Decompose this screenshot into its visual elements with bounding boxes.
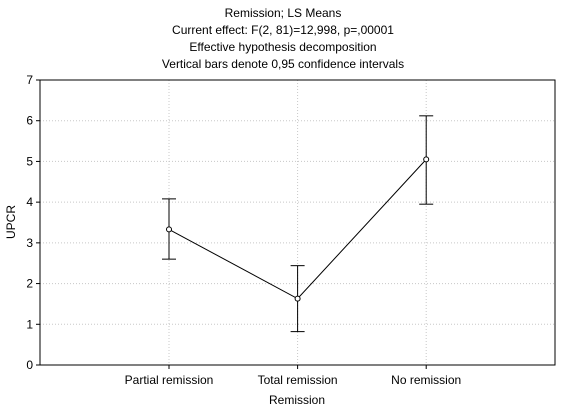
- chart-title: Remission; LS Means Current effect: F(2,…: [162, 6, 404, 71]
- y-tick-label: 1: [26, 317, 33, 331]
- mean-point: [166, 226, 172, 233]
- x-axis-label: Remission: [269, 393, 325, 407]
- y-tick-label: 3: [26, 236, 33, 250]
- x-axis-ticks: Partial remission Total remission No remis…: [125, 365, 461, 387]
- title-line-1: Remission; LS Means: [225, 6, 342, 20]
- title-line-4: Vertical bars denote 0,95 confidence int…: [162, 57, 404, 71]
- title-line-3: Effective hypothesis decomposition: [189, 40, 376, 54]
- x-tick-label: No remission: [391, 373, 461, 387]
- y-tick-label: 6: [26, 114, 33, 128]
- x-tick-label: Partial remission: [125, 373, 214, 387]
- y-tick-label: 4: [26, 195, 33, 209]
- x-tick-label: Total remission: [258, 373, 338, 387]
- mean-point: [294, 295, 301, 302]
- y-axis-ticks: 0 1 2 3 4 5 6 7: [26, 73, 40, 372]
- y-tick-label: 5: [26, 154, 33, 168]
- y-axis-label: UPCR: [4, 205, 18, 239]
- title-line-2: Current effect: F(2, 81)=12,998, p=,0000…: [172, 23, 394, 37]
- y-tick-label: 0: [26, 358, 33, 372]
- mean-point: [423, 156, 430, 163]
- series-line: [166, 156, 430, 302]
- y-tick-label: 7: [26, 73, 33, 87]
- y-tick-label: 2: [26, 277, 33, 291]
